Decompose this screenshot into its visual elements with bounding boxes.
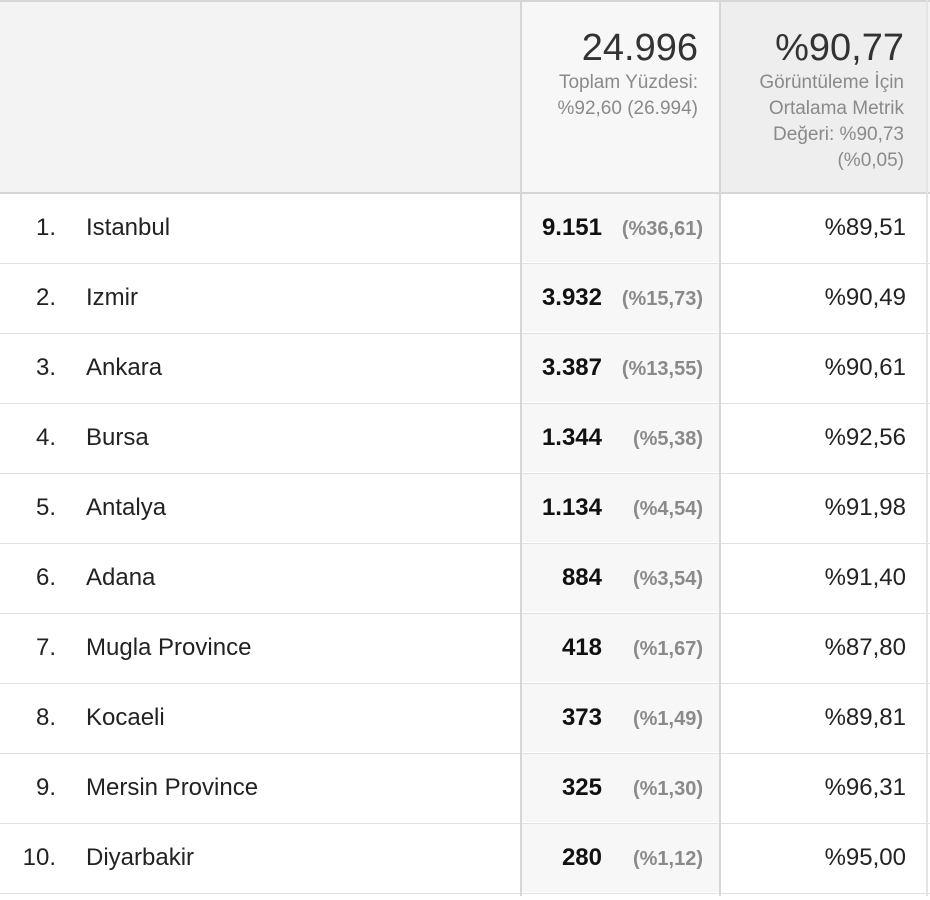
row-city-link[interactable]: Izmir (86, 284, 138, 311)
row-sessions-percent: (%1,49) (632, 708, 703, 730)
row-ratio-value: %96,31 (824, 774, 906, 801)
table-body: 1. Istanbul 9.151 (%36,61) %89,51 2. Izmir 3.93… (0, 194, 930, 894)
row-sessions-cell: 418 (%1,67) (522, 614, 719, 682)
table-row: 7. Mugla Province 418 (%1,67) %87,80 (0, 614, 930, 684)
row-sessions-value: 3.932 (541, 284, 602, 311)
row-ratio-value: %90,49 (824, 284, 906, 311)
row-sessions-cell: 3.932 (%15,73) (522, 264, 719, 332)
row-ratio-value: %90,61 (824, 354, 906, 381)
row-sessions-value: 884 (561, 564, 602, 591)
row-sessions-value: 325 (561, 774, 602, 801)
table-row: 3. Ankara 3.387 (%13,55) %90,61 (0, 334, 930, 404)
row-city-link[interactable]: Ankara (86, 354, 163, 381)
row-sessions-cell: 280 (%1,12) (522, 824, 719, 892)
row-sessions-value: 280 (561, 844, 602, 871)
metric-total-subtext: Görüntüleme İçin Ortalama Metrik Değeri:… (759, 72, 904, 171)
row-city-link[interactable]: Istanbul (86, 214, 171, 241)
row-sessions-cell: 325 (%1,30) (522, 754, 719, 822)
row-rank: 7. (35, 634, 56, 661)
row-sessions-cell: 884 (%3,54) (522, 544, 719, 612)
table-row: 5. Antalya 1.134 (%4,54) %91,98 (0, 474, 930, 544)
row-rank: 9. (35, 774, 56, 801)
row-sessions-cell: 1.134 (%4,54) (522, 474, 719, 542)
row-ratio-value: %91,98 (824, 494, 906, 521)
row-ratio-value: %91,40 (824, 564, 906, 591)
row-rank: 10. (22, 844, 56, 871)
header-metric-sessions[interactable]: 24.996 Toplam Yüzdesi: %92,60 (26.994) (522, 2, 719, 192)
row-sessions-value: 1.344 (541, 424, 602, 451)
column-divider (520, 0, 522, 896)
row-sessions-percent: (%3,54) (632, 568, 703, 590)
row-city-link[interactable]: Kocaeli (86, 704, 165, 731)
row-city-link[interactable]: Antalya (86, 494, 167, 521)
metric-total-subtext: Toplam Yüzdesi: %92,60 (26.994) (557, 72, 699, 119)
column-divider (719, 0, 721, 896)
row-rank: 1. (35, 214, 56, 241)
row-sessions-percent: (%1,12) (632, 848, 703, 870)
row-sessions-percent: (%15,73) (621, 288, 703, 310)
row-city-link[interactable]: Mugla Province (86, 634, 252, 661)
row-sessions-cell: 3.387 (%13,55) (522, 334, 719, 402)
row-city-link[interactable]: Adana (86, 564, 156, 591)
table-row: 8. Kocaeli 373 (%1,49) %89,81 (0, 684, 930, 754)
table-row: 1. Istanbul 9.151 (%36,61) %89,51 (0, 194, 930, 264)
table-row: 6. Adana 884 (%3,54) %91,40 (0, 544, 930, 614)
row-sessions-cell: 1.344 (%5,38) (522, 404, 719, 472)
row-ratio-value: %87,80 (824, 634, 906, 661)
table-header: 24.996 Toplam Yüzdesi: %92,60 (26.994) %… (0, 0, 930, 194)
row-rank: 4. (35, 424, 56, 451)
header-dimension-cell (0, 2, 520, 192)
row-sessions-cell: 373 (%1,49) (522, 684, 719, 752)
column-divider (926, 0, 928, 896)
row-rank: 5. (35, 494, 56, 521)
row-ratio-value: %92,56 (824, 424, 906, 451)
row-city-link[interactable]: Bursa (86, 424, 149, 451)
metric-total-value: %90,77 (775, 27, 904, 69)
row-rank: 2. (35, 284, 56, 311)
row-sessions-value: 373 (561, 704, 602, 731)
row-sessions-cell: 9.151 (%36,61) (522, 194, 719, 262)
row-city-link[interactable]: Diyarbakir (86, 844, 195, 871)
row-sessions-value: 9.151 (541, 214, 602, 241)
header-metric-ratio[interactable]: %90,77 Görüntüleme İçin Ortalama Metrik … (721, 2, 926, 192)
row-ratio-value: %95,00 (824, 844, 906, 871)
row-ratio-value: %89,81 (824, 704, 906, 731)
row-rank: 3. (35, 354, 56, 381)
row-sessions-value: 3.387 (541, 354, 602, 381)
row-sessions-percent: (%1,30) (632, 778, 703, 800)
row-sessions-value: 1.134 (541, 494, 602, 521)
row-sessions-percent: (%5,38) (632, 428, 703, 450)
row-sessions-value: 418 (561, 634, 602, 661)
row-rank: 8. (35, 704, 56, 731)
table-row: 10. Diyarbakir 280 (%1,12) %95,00 (0, 824, 930, 894)
metric-total-value: 24.996 (581, 27, 698, 69)
row-sessions-percent: (%1,67) (632, 638, 703, 660)
row-ratio-value: %89,51 (824, 214, 906, 241)
table-row: 2. Izmir 3.932 (%15,73) %90,49 (0, 264, 930, 334)
row-sessions-percent: (%4,54) (632, 498, 703, 520)
row-sessions-percent: (%13,55) (621, 358, 703, 380)
row-sessions-percent: (%36,61) (621, 218, 703, 240)
row-rank: 6. (35, 564, 56, 591)
table-row: 9. Mersin Province 325 (%1,30) %96,31 (0, 754, 930, 824)
table-row: 4. Bursa 1.344 (%5,38) %92,56 (0, 404, 930, 474)
row-city-link[interactable]: Mersin Province (86, 774, 259, 801)
